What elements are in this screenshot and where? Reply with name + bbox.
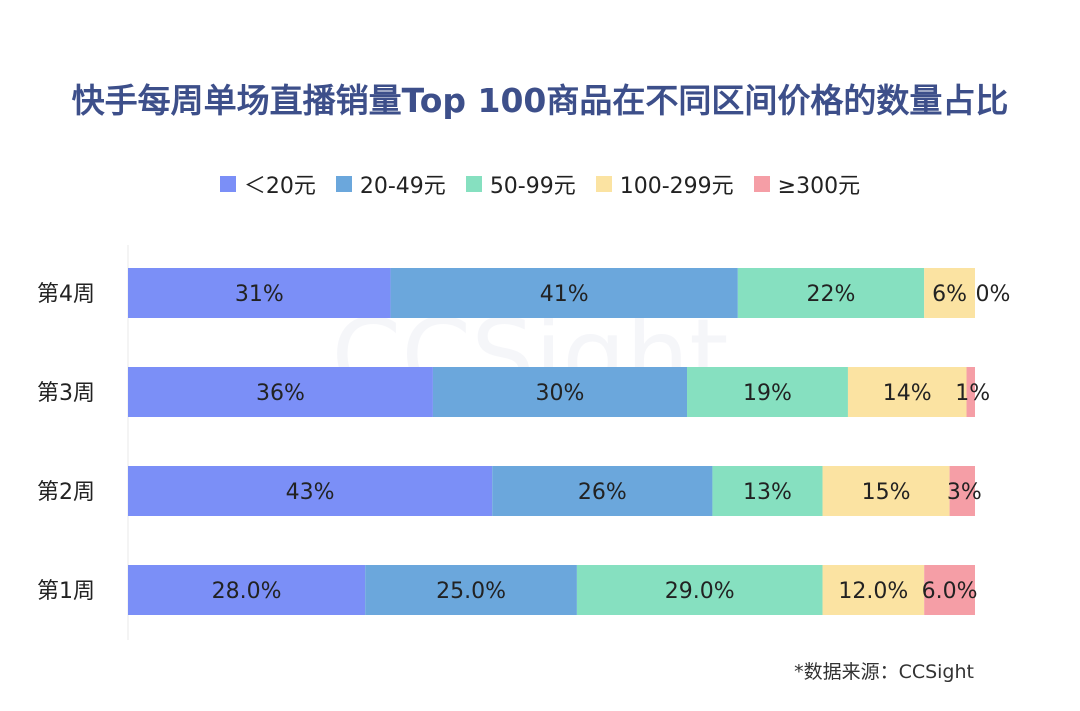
data-label: 25.0% — [436, 579, 506, 604]
bar-segment — [924, 565, 975, 615]
bar-segment — [576, 565, 823, 615]
bar-segment — [365, 565, 577, 615]
data-label: 41% — [540, 282, 589, 307]
category-label: 第3周 — [37, 381, 95, 406]
legend-label: 20-49元 — [359, 174, 446, 199]
bar-segment — [822, 565, 925, 615]
legend-item: 50-99元 — [465, 168, 576, 200]
data-label: 31% — [235, 282, 284, 307]
chart-legend: ＜20元 20-49元 50-99元 100-299元 ≥300元 — [0, 168, 1080, 200]
data-label: 28.0% — [212, 579, 282, 604]
data-label: 6.0% — [922, 579, 978, 604]
data-label: 1% — [955, 381, 990, 406]
legend-swatch — [465, 176, 482, 192]
data-label: 14% — [883, 381, 932, 406]
data-label: 3% — [947, 480, 982, 505]
bar-segment — [966, 367, 975, 417]
bar-segment — [128, 268, 391, 318]
data-label: 19% — [743, 381, 792, 406]
legend-item: ≥300元 — [753, 168, 861, 200]
bar-segment — [687, 367, 848, 417]
data-label: 43% — [286, 480, 335, 505]
data-label: 0% — [976, 282, 1011, 307]
data-label: 6% — [932, 282, 967, 307]
legend-label: 100-299元 — [619, 174, 734, 199]
bar-segment — [432, 367, 688, 417]
legend-swatch — [219, 176, 236, 192]
legend-item: 20-49元 — [335, 168, 446, 200]
bar-segment — [128, 565, 366, 615]
data-label: 36% — [256, 381, 305, 406]
bar-segment — [492, 466, 713, 516]
legend-label: ＜20元 — [243, 174, 316, 199]
data-label: 13% — [743, 480, 792, 505]
legend-swatch — [753, 176, 770, 192]
data-label: 15% — [862, 480, 911, 505]
bar-segment — [390, 268, 738, 318]
bar-segment — [822, 466, 950, 516]
bar-segment — [128, 466, 493, 516]
data-label: 26% — [578, 480, 627, 505]
category-label: 第2周 — [37, 480, 95, 505]
category-label: 第1周 — [37, 579, 95, 604]
data-label: 29.0% — [665, 579, 735, 604]
legend-item: ＜20元 — [219, 168, 316, 200]
data-source-note: *数据来源：CCSight — [794, 661, 974, 683]
data-label: 30% — [536, 381, 585, 406]
legend-swatch — [595, 176, 612, 192]
data-label: 12.0% — [838, 579, 908, 604]
legend-swatch — [335, 176, 352, 192]
bar-segment — [847, 367, 967, 417]
data-label: 22% — [807, 282, 856, 307]
legend-label: 50-99元 — [489, 174, 576, 199]
bar-segment — [737, 268, 925, 318]
legend-item: 100-299元 — [595, 168, 734, 200]
legend-label: ≥300元 — [777, 174, 861, 199]
bar-segment — [949, 466, 975, 516]
category-label: 第4周 — [37, 282, 95, 307]
bar-segment — [128, 367, 433, 417]
bar-segment — [712, 466, 823, 516]
bar-segment — [924, 268, 975, 318]
chart-title: 快手每周单场直播销量Top 100商品在不同区间价格的数量占比 — [71, 81, 1009, 120]
